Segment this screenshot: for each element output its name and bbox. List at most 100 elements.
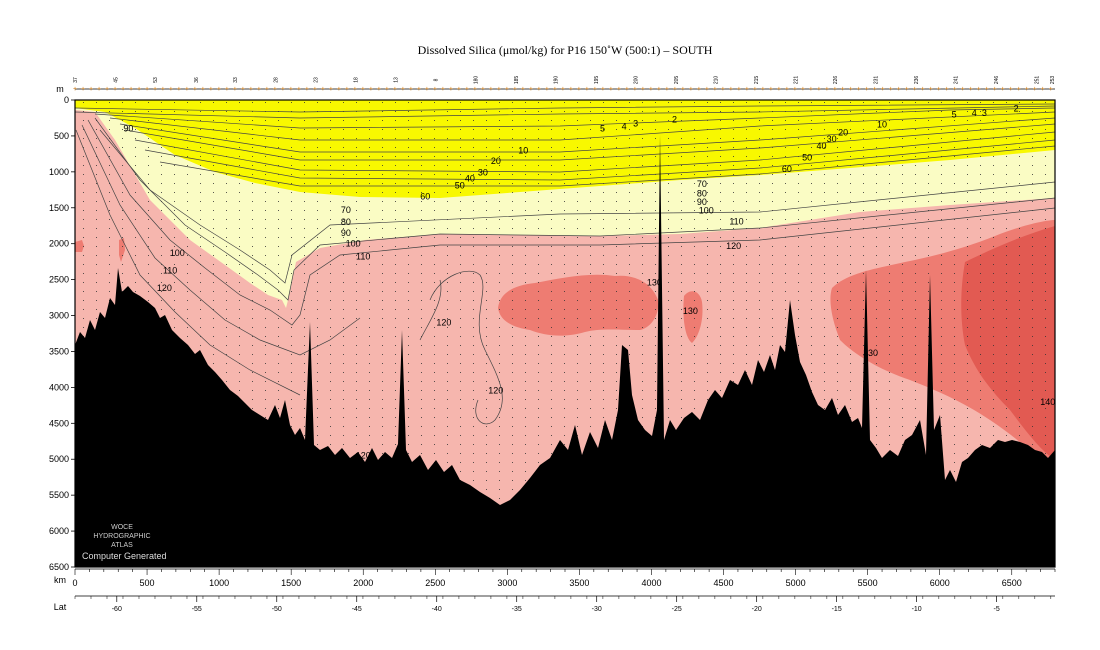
x-tick-label: 500 xyxy=(140,578,155,588)
station-marker: + xyxy=(945,86,949,93)
station-marker: + xyxy=(73,86,77,93)
station-marker: + xyxy=(385,86,389,93)
station-marker: + xyxy=(921,86,925,93)
contour-label: 80 xyxy=(697,188,707,198)
station-marker: + xyxy=(673,86,677,93)
lat-tick-label: -55 xyxy=(192,606,202,613)
station-marker: + xyxy=(257,86,261,93)
station-label: 45 xyxy=(113,77,119,83)
station-marker: + xyxy=(841,86,845,93)
station-marker: + xyxy=(977,86,981,93)
station-marker: + xyxy=(209,86,213,93)
y-tick-label: 0 xyxy=(64,95,69,105)
station-marker: + xyxy=(681,86,685,93)
station-label: 23 xyxy=(314,77,320,83)
station-marker: + xyxy=(329,86,333,93)
contour-label: 50 xyxy=(455,180,465,190)
contour-label: 10 xyxy=(877,119,887,129)
station-label: 36 xyxy=(194,77,200,83)
plot-frame xyxy=(74,99,1056,568)
contour-label: 5 xyxy=(600,124,605,134)
contour-label: 80 xyxy=(341,217,351,227)
station-marker: + xyxy=(929,86,933,93)
station-marker: + xyxy=(889,86,893,93)
station-marker: + xyxy=(113,86,117,93)
y-tick-label: 500 xyxy=(54,131,69,141)
station-marker: + xyxy=(649,86,653,93)
station-label: 8 xyxy=(433,78,439,81)
contour-label: 2 xyxy=(672,114,677,124)
contour-label: 90 xyxy=(341,228,351,238)
x-tick-label: 4500 xyxy=(714,578,734,588)
contour-label: 50 xyxy=(802,152,812,162)
contour-label: 3 xyxy=(982,108,987,118)
y-tick-label: 4000 xyxy=(49,382,69,392)
station-label: 33 xyxy=(233,77,239,83)
y-axis: 0 500 1000 1500 2000 2500 3000 3500 4000 4500 5000… xyxy=(49,95,75,572)
station-marker: + xyxy=(705,86,709,93)
station-marker: + xyxy=(377,86,381,93)
chart-title: Dissolved Silica (μmol/kg) for P16 150˚W… xyxy=(418,43,713,57)
station-marker: + xyxy=(689,86,693,93)
x-tick-label: 2500 xyxy=(425,578,445,588)
contour-label: 20 xyxy=(491,156,501,166)
station-marker: + xyxy=(657,86,661,93)
station-marker: + xyxy=(905,86,909,93)
y-tick-label: 1000 xyxy=(49,167,69,177)
station-marker: + xyxy=(1049,86,1053,93)
station-marker: + xyxy=(849,86,853,93)
lat-tick-label: -60 xyxy=(112,606,122,613)
station-marker: + xyxy=(401,86,405,93)
x-tick-label: 2000 xyxy=(353,578,373,588)
station-marker: + xyxy=(521,86,525,93)
station-label: 195 xyxy=(594,76,600,85)
station-marker: + xyxy=(793,86,797,93)
station-marker: + xyxy=(729,86,733,93)
y-tick-label: 6000 xyxy=(49,526,69,536)
station-label: 251 xyxy=(1034,76,1040,85)
station-marker: + xyxy=(457,86,461,93)
x-tick-label: 5000 xyxy=(786,578,806,588)
station-marker: + xyxy=(937,86,941,93)
contour-label: 20 xyxy=(838,127,848,137)
lat-tick-label: -50 xyxy=(272,606,282,613)
station-marker: + xyxy=(249,86,253,93)
station-label: 215 xyxy=(754,76,760,85)
station-label: 37 xyxy=(73,77,79,83)
contour-label: 3 xyxy=(633,119,638,129)
station-label: 53 xyxy=(153,77,159,83)
lat-axis: -60 -55 -50 -45 -40 -35 -30 -25 -20 -15 -10 -5 xyxy=(74,595,1055,613)
contour-label: 130 xyxy=(647,277,662,287)
station-marker: + xyxy=(641,86,645,93)
station-marker: + xyxy=(745,86,749,93)
contour-label: 120 xyxy=(356,451,371,461)
contour-label: 100 xyxy=(170,248,185,258)
station-marker: + xyxy=(297,86,301,93)
station-marker: + xyxy=(833,86,837,93)
station-marker: + xyxy=(97,86,101,93)
station-marker: + xyxy=(865,86,869,93)
station-marker: + xyxy=(145,86,149,93)
lat-tick-label: -20 xyxy=(752,606,762,613)
station-marker: + xyxy=(961,86,965,93)
station-marker: + xyxy=(217,86,221,93)
station-label: 205 xyxy=(674,76,680,85)
station-marker: + xyxy=(121,86,125,93)
contour-label: 60 xyxy=(420,191,430,201)
y-tick-label: 5000 xyxy=(49,454,69,464)
lat-axis-label: Lat xyxy=(54,602,67,612)
y-axis-label: m xyxy=(56,84,64,94)
contour-label: 10 xyxy=(518,145,528,155)
contour-label: 100 xyxy=(346,239,361,249)
y-tick-label: 6500 xyxy=(49,562,69,572)
station-marker: + xyxy=(1025,86,1029,93)
station-marker: + xyxy=(785,86,789,93)
contour-label: 4 xyxy=(622,122,627,132)
x-tick-label: 4000 xyxy=(641,578,661,588)
station-marker: + xyxy=(633,86,637,93)
station-label: 231 xyxy=(874,76,880,85)
station-marker: + xyxy=(273,86,277,93)
station-marker: + xyxy=(1009,86,1013,93)
contour-label: 120 xyxy=(726,241,741,251)
